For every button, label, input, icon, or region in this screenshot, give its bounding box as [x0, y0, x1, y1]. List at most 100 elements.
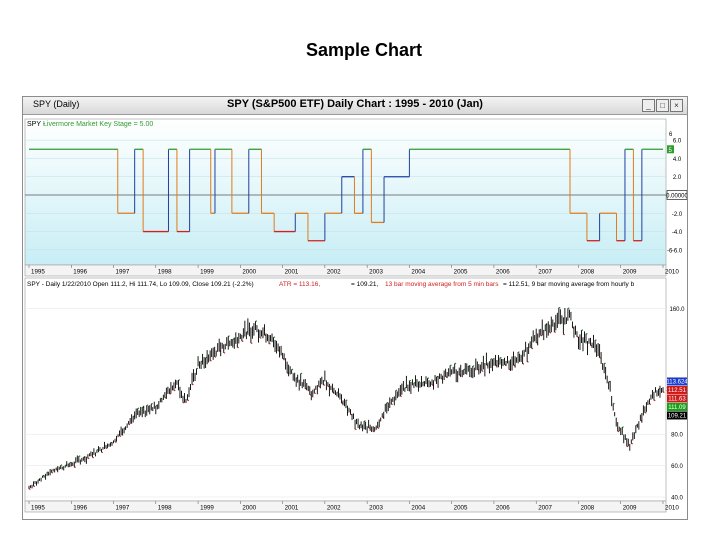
indicator-axis-tick-label: -6.0 [672, 248, 683, 254]
price-marker [210, 360, 212, 362]
minimize-icon[interactable]: _ [642, 99, 655, 112]
slide-title: Sample Chart [305, 40, 423, 60]
price-marker [101, 451, 103, 454]
x-axis-tick-label: 2002 [327, 505, 341, 512]
x-axis-tick-label: 2003 [369, 505, 383, 512]
x-axis-tick-label: 1997 [116, 269, 130, 276]
chart-canvas: SPY - Livermore Market Key Stage = 5.00 … [24, 118, 687, 513]
price-marker [622, 426, 624, 428]
price-marker [237, 346, 239, 349]
x-axis-tick-label: 1997 [116, 505, 130, 512]
price-marker [119, 435, 122, 437]
price-marker [613, 402, 615, 405]
price-marker [631, 442, 633, 445]
price-marker [522, 363, 525, 365]
x-axis-tick-label: 1995 [31, 505, 45, 512]
price-marker [355, 428, 357, 431]
x-axis-tick-label: 2004 [411, 505, 425, 512]
price-marker [450, 364, 452, 366]
x-axis-tick-label: 1998 [158, 505, 172, 512]
maximize-icon[interactable]: □ [656, 99, 669, 112]
price-marker [92, 456, 94, 459]
x-axis-tick-label: 2002 [327, 269, 341, 276]
x-axis-tick-label: 1999 [200, 505, 214, 512]
price-marker [418, 381, 420, 383]
price-marker [377, 427, 380, 429]
price-marker [74, 466, 76, 469]
price-marker [106, 447, 108, 450]
price-tag-label: 113.624 [666, 379, 687, 385]
price-marker [373, 430, 375, 433]
x-axis-tick-label: 2005 [454, 505, 468, 512]
price-marker [174, 389, 176, 392]
price-axis-tick-label: 40.0 [671, 496, 683, 502]
bottom-x-axis-strip [24, 500, 667, 513]
price-marker [29, 488, 31, 490]
x-axis-tick-label: 2008 [580, 269, 594, 276]
price-marker [223, 352, 226, 354]
price-marker [649, 403, 651, 405]
price-marker [604, 362, 606, 365]
price-axis-tick-label: 60.0 [671, 464, 683, 470]
indicator-marker-bottom: -6 [667, 248, 673, 254]
price-marker [391, 403, 393, 406]
price-marker [568, 307, 570, 309]
price-marker [214, 356, 217, 358]
chart-title-bar[interactable]: SPY (Daily) SPY (S&P500 ETF) Daily Chart… [23, 97, 687, 115]
x-axis-tick-label: 2003 [369, 269, 383, 276]
price-marker [595, 339, 597, 341]
top-x-axis: 1995 1996 1997 1998 1999 2000 2001 2002 2003 2004… [28, 265, 679, 276]
price-tag [667, 377, 687, 386]
price-marker [260, 337, 262, 339]
indicator-right-axis: 6.0 4.0 2.0 0.00000 -2.0 -4.0 -6.0 6 5 -6 [666, 132, 687, 254]
price-marker [427, 377, 430, 379]
price-marker [323, 384, 325, 386]
indicator-stage-label: 5 [669, 148, 673, 154]
price-marker [527, 361, 529, 363]
x-axis-tick-label: 2006 [496, 269, 510, 276]
price-marker [364, 420, 366, 422]
price-marker [196, 367, 199, 370]
indicator-series [29, 148, 663, 242]
indicator-panel [24, 118, 667, 266]
price-marker [558, 306, 561, 309]
price-marker [644, 412, 647, 414]
price-legend-ma5: 13 bar moving average from 5 min bars [385, 281, 499, 288]
x-axis-tick-label: 2006 [496, 505, 510, 512]
indicator-zero-box [666, 190, 687, 200]
x-axis-tick-label: 2007 [538, 269, 552, 276]
close-icon[interactable]: × [670, 99, 683, 112]
price-marker [146, 404, 149, 406]
price-marker [78, 455, 81, 457]
price-marker [228, 335, 230, 337]
indicator-axis-tick-label: -2.0 [672, 212, 683, 218]
x-axis-tick-label: 2009 [623, 505, 637, 512]
x-axis-tick-label: 2000 [242, 269, 256, 276]
ticker-tab[interactable]: SPY (Daily) [33, 99, 80, 109]
price-marker [491, 358, 493, 360]
price-marker [241, 340, 244, 342]
price-marker [291, 368, 294, 371]
price-marker [87, 457, 90, 460]
price-marker [400, 395, 402, 398]
price-marker [549, 332, 552, 334]
price-marker [581, 329, 583, 331]
chart-window[interactable]: SPY (Daily) SPY (S&P500 ETF) Daily Chart… [22, 96, 688, 520]
x-axis-tick-label: 2001 [285, 505, 299, 512]
price-marker [51, 472, 54, 474]
price-marker [563, 333, 565, 336]
indicator-legend: Livermore Market Key Stage = 5.00 [43, 121, 153, 128]
window-controls: _ □ × [641, 99, 683, 112]
price-marker [128, 423, 131, 426]
price-marker [300, 372, 303, 375]
price-tag-label: 109.21 [668, 413, 687, 419]
x-axis-tick-label: 1996 [73, 269, 87, 276]
x-axis-tick-label: 2001 [285, 269, 299, 276]
price-marker [654, 399, 656, 402]
x-axis-tick-label: 2008 [580, 505, 594, 512]
price-marker [60, 464, 63, 466]
x-axis-tick-label: 2007 [538, 505, 552, 512]
price-marker [454, 362, 457, 365]
x-axis-tick-label: 1998 [158, 269, 172, 276]
indicator-axis-tick-label: 4.0 [673, 157, 682, 163]
